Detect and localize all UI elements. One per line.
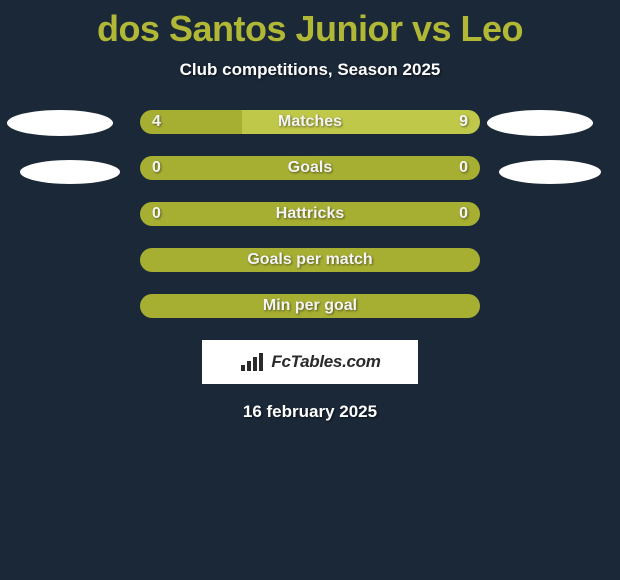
stat-row-min-per-goal: Min per goal	[140, 294, 480, 318]
player-left-marker-2	[20, 160, 120, 184]
bar-chart-icon	[239, 351, 267, 373]
subtitle: Club competitions, Season 2025	[0, 60, 620, 80]
stat-label: Goals per match	[247, 251, 372, 269]
stat-value-left: 0	[152, 159, 161, 177]
player-right-marker-1	[487, 110, 593, 136]
player-left-marker-1	[7, 110, 113, 136]
stat-label: Min per goal	[263, 297, 357, 315]
stat-label: Hattricks	[276, 205, 344, 223]
stat-value-right: 0	[459, 159, 468, 177]
stat-row-matches: 4 Matches 9	[140, 110, 480, 134]
stat-label: Goals	[288, 159, 332, 177]
stat-row-hattricks: 0 Hattricks 0	[140, 202, 480, 226]
stat-row-goals-per-match: Goals per match	[140, 248, 480, 272]
date-text: 16 february 2025	[0, 402, 620, 422]
stat-value-right: 9	[459, 113, 468, 131]
stat-value-left: 4	[152, 113, 161, 131]
stat-value-left: 0	[152, 205, 161, 223]
bar-right-fill	[310, 156, 480, 180]
stat-value-right: 0	[459, 205, 468, 223]
page-title: dos Santos Junior vs Leo	[0, 0, 620, 50]
stat-label: Matches	[278, 113, 342, 131]
logo-text: FcTables.com	[271, 352, 380, 372]
fctables-logo: FcTables.com	[202, 340, 418, 384]
comparison-chart: 4 Matches 9 0 Goals 0 0 Hattricks 0 Goal…	[0, 110, 620, 422]
player-right-marker-2	[499, 160, 601, 184]
bar-left-fill	[140, 156, 310, 180]
stat-row-goals: 0 Goals 0	[140, 156, 480, 180]
